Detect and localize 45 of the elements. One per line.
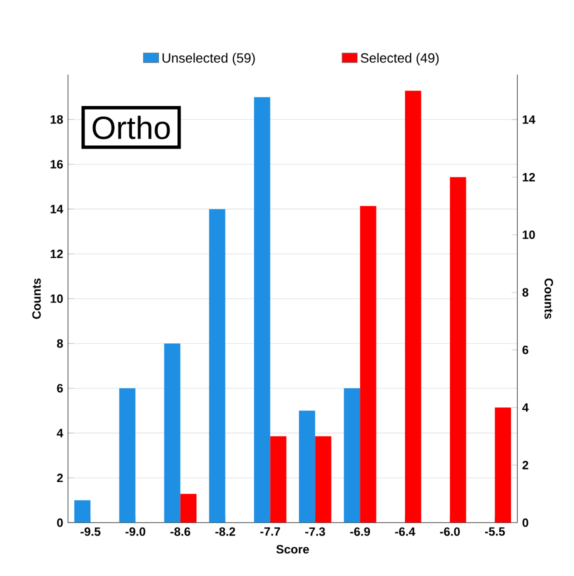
y-tick-label: 0 xyxy=(57,518,63,527)
bar xyxy=(74,500,90,523)
legend-label: Selected (49) xyxy=(360,52,439,66)
y-tick-label: 4 xyxy=(56,428,64,438)
y2-tick-label: 12 xyxy=(522,172,535,182)
bar xyxy=(405,90,422,523)
bar xyxy=(360,206,376,523)
legend-label: Unselected (59) xyxy=(162,52,255,66)
x-tick-label: -6.0 xyxy=(440,527,460,536)
y-tick-label: 2 xyxy=(57,474,63,482)
y-tick-label: 6 xyxy=(57,384,63,393)
x-tick-label: -7.3 xyxy=(305,527,326,536)
bar xyxy=(119,388,136,523)
y-tick-label: 12 xyxy=(50,250,63,258)
x-tick-label: -9.5 xyxy=(80,527,100,536)
y2-tick-label: 14 xyxy=(522,115,536,124)
bar xyxy=(164,343,180,523)
bar xyxy=(494,407,512,523)
bar xyxy=(254,97,270,523)
x-tick-label: -5.5 xyxy=(484,527,505,536)
bar xyxy=(180,494,197,523)
annotation: Ortho xyxy=(92,116,170,140)
y2-axis-title: Counts xyxy=(544,278,554,319)
y2-tick-label: 4 xyxy=(522,403,529,412)
y-tick-label: 8 xyxy=(56,339,63,348)
x-tick-label: -9.0 xyxy=(126,527,146,536)
x-tick-label: -8.2 xyxy=(215,527,236,536)
y2-tick-label: 8 xyxy=(522,288,528,297)
y-tick-label: 10 xyxy=(50,294,63,303)
bar xyxy=(209,209,226,523)
x-axis-title: Score xyxy=(276,545,309,554)
x-tick-label: -6.4 xyxy=(395,527,416,536)
bar xyxy=(450,177,466,523)
bar xyxy=(270,436,286,523)
y2-tick-label: 10 xyxy=(522,230,535,240)
y-tick-label: 14 xyxy=(50,204,64,214)
x-tick-label: -6.9 xyxy=(350,527,370,536)
y-axis-title: Counts xyxy=(32,278,41,319)
x-tick-label: -8.6 xyxy=(170,527,190,536)
y2-tick-label: 2 xyxy=(522,460,528,470)
y2-tick-label: 6 xyxy=(522,346,528,354)
y-tick-label: 16 xyxy=(50,160,63,169)
y2-tick-label: 0 xyxy=(522,518,528,527)
x-tick-label: -7.7 xyxy=(260,527,280,536)
y-tick-label: 18 xyxy=(50,115,63,124)
